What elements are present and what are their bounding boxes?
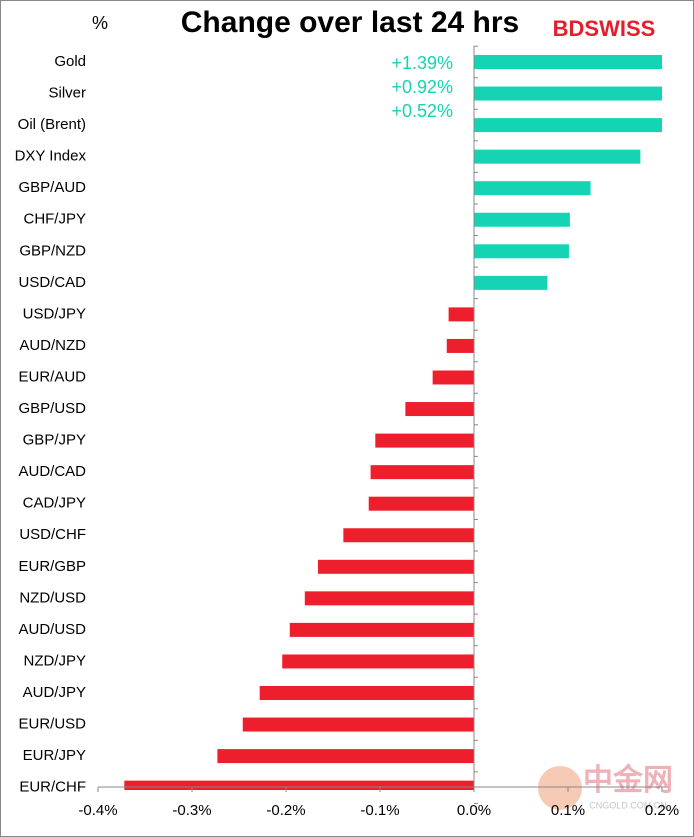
bar — [474, 149, 641, 164]
bar — [368, 496, 474, 511]
x-tick-label: 0.2% — [645, 802, 679, 819]
y-tick-label: AUD/JPY — [23, 684, 86, 701]
y-tick-label: NZD/JPY — [23, 652, 86, 669]
bar — [474, 86, 662, 101]
x-tick-label: -0.4% — [78, 802, 117, 819]
y-tick-label: GBP/NZD — [19, 242, 86, 259]
x-tick-label: -0.3% — [172, 802, 211, 819]
y-tick-label: CAD/JPY — [23, 495, 86, 512]
y-tick-label: USD/JPY — [23, 305, 86, 322]
y-tick-label: Gold — [54, 53, 86, 70]
axis-unit: % — [92, 13, 108, 33]
bar — [474, 118, 662, 133]
watermark-url: CNGOLD.COM.CN — [589, 800, 667, 810]
bar — [474, 275, 548, 290]
y-tick-label: CHF/JPY — [23, 211, 86, 228]
bar — [370, 465, 474, 480]
watermark: 中金网 CNGOLD.COM.CN — [538, 763, 673, 810]
y-tick-label: AUD/CAD — [18, 463, 86, 480]
bar — [259, 686, 474, 700]
value-label: +1.39% — [391, 53, 453, 73]
bar — [405, 402, 474, 417]
y-tick-label: USD/CAD — [18, 274, 86, 291]
x-tick-label: -0.1% — [360, 802, 399, 819]
bars — [124, 55, 662, 790]
y-tick-label: GBP/USD — [18, 400, 86, 417]
y-tick-label: USD/CHF — [19, 526, 86, 543]
bar — [242, 717, 474, 732]
y-tick-label: Oil (Brent) — [18, 116, 86, 133]
y-tick-label: EUR/USD — [18, 716, 86, 733]
y-tick-label: Silver — [48, 85, 86, 102]
bar — [448, 307, 474, 322]
watermark-text: 中金网 — [583, 763, 673, 797]
bar — [446, 338, 474, 353]
bar — [474, 181, 591, 196]
chart-title: Change over last 24 hrs — [181, 6, 519, 39]
y-tick-label: AUD/NZD — [19, 337, 86, 354]
bar — [343, 528, 474, 543]
bar — [432, 370, 474, 385]
value-label: +0.52% — [391, 101, 453, 121]
logo: BDSWISS — [553, 16, 656, 41]
y-tick-label: EUR/GBP — [18, 558, 86, 575]
bar — [304, 591, 474, 606]
watermark-icon — [538, 766, 582, 810]
bar — [217, 749, 474, 764]
x-tick-label: 0.0% — [457, 802, 491, 819]
y-tick-label: GBP/AUD — [18, 179, 86, 196]
y-tick-label: EUR/AUD — [18, 368, 86, 385]
bar — [474, 212, 570, 227]
bar — [289, 622, 474, 637]
y-tick-label: EUR/JPY — [23, 747, 86, 764]
bar — [474, 244, 569, 259]
y-tick-label: GBP/JPY — [23, 432, 86, 449]
bar — [375, 433, 474, 448]
x-tick-label: -0.2% — [266, 802, 305, 819]
x-tick-label: 0.1% — [551, 802, 585, 819]
y-tick-label: NZD/USD — [19, 589, 86, 606]
y-tick-label: EUR/CHF — [19, 779, 86, 796]
bar — [317, 559, 474, 574]
y-tick-label: DXY Index — [15, 148, 87, 165]
bar — [124, 780, 474, 790]
bar — [474, 55, 662, 69]
bar — [282, 654, 474, 669]
y-tick-label: AUD/USD — [18, 621, 86, 638]
value-label: +0.92% — [391, 77, 453, 97]
